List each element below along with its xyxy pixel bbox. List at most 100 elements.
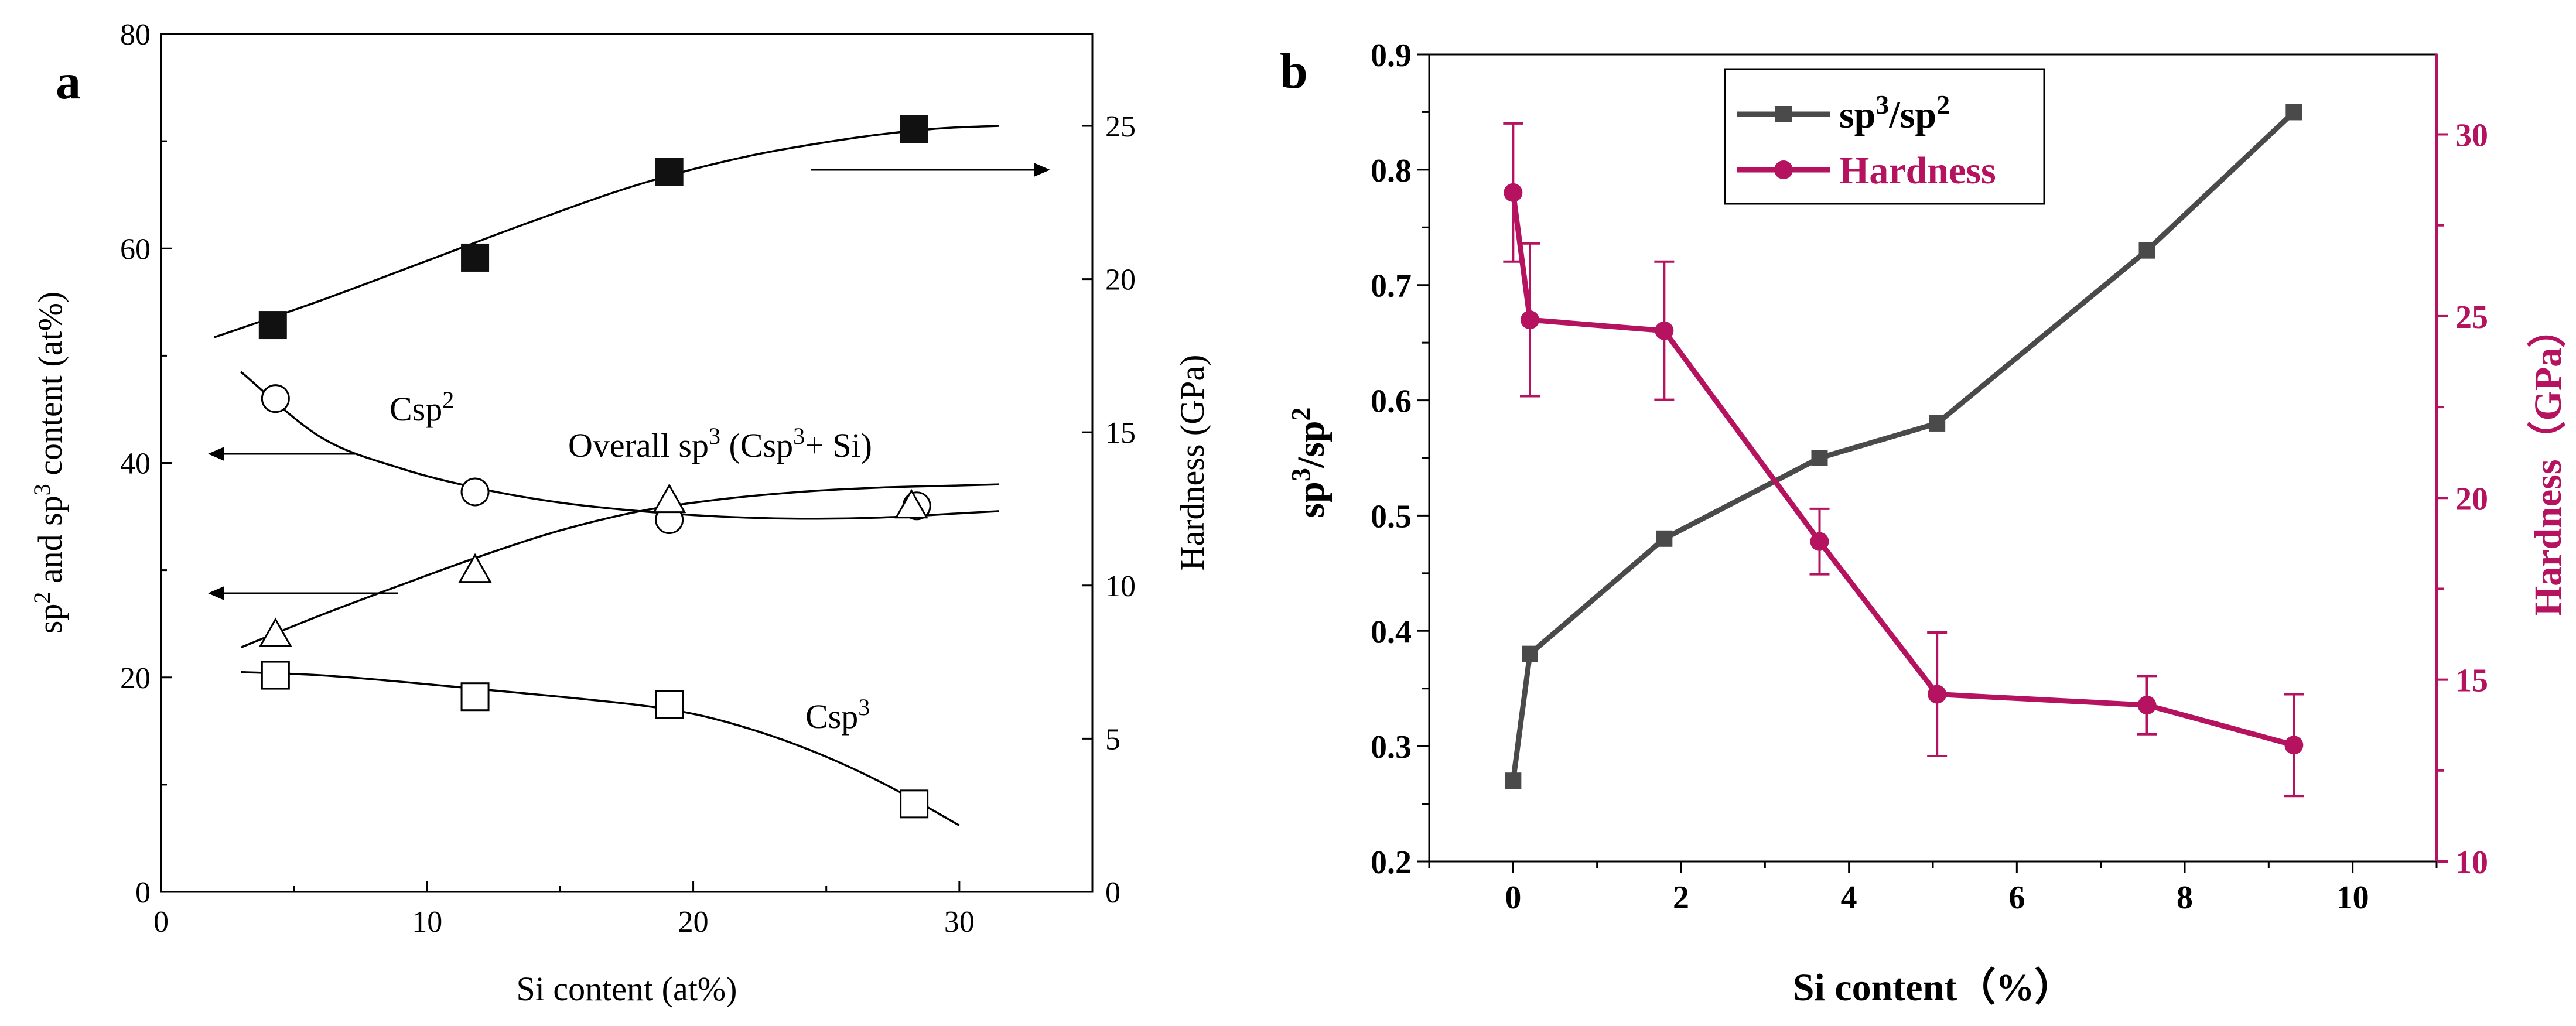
panel-a-y-right-axis-label: Hardness (GPa)	[1173, 355, 1211, 571]
panel-b-x-tick-label: 2	[1673, 880, 1689, 916]
legend-label-hardness: Hardness	[1839, 149, 1996, 192]
annotation-overall-sp3: Overall sp3 (Csp3+ Si)	[568, 423, 872, 464]
panel-a-fit-curve-2	[240, 483, 1000, 649]
panel-b-y-left-tick-label: 0.4	[1371, 614, 1412, 650]
panel-b-sp3-sp2-marker	[1929, 415, 1946, 432]
panel-b-y-right-tick-label: 25	[2455, 299, 2488, 336]
panel-a-overall-sp3-marker	[458, 553, 492, 583]
panel-b-y-left-tick-label: 0.2	[1371, 844, 1412, 881]
panel-b-chart: b 0 2 4 6 8 10 0.2 0.3 0.4 0.5 0.6 0.7 0.8 0.9 10 15 2…	[1280, 37, 2570, 1009]
panel-b-y-right-tick-label: 10	[2455, 844, 2488, 881]
panel-a-csp3-marker	[460, 682, 490, 712]
panel-a-overall-sp3-marker	[652, 483, 686, 514]
panel-b-sp3-sp2-marker	[1505, 772, 1522, 789]
panel-a-csp3-marker	[261, 661, 290, 690]
panel-b-y-left-ticks: 0.2 0.3 0.4 0.5 0.6 0.7 0.8 0.9	[1371, 37, 1429, 881]
panel-a-hardness-marker	[655, 158, 684, 186]
panel-a-y-right-tick-label: 15	[1105, 416, 1136, 450]
panel-a-y-left-axis-label: sp2 and sp3 content (at%)	[29, 292, 69, 634]
panel-a-y-right-tick-label: 0	[1105, 876, 1120, 909]
arrow-to-left-axis-csp2	[208, 447, 357, 461]
panel-b-hardness-marker	[1928, 685, 1947, 704]
panel-b-x-tick-label: 4	[1841, 880, 1857, 916]
panel-a-y-left-ticks: 0 20 40 60 80	[120, 18, 172, 909]
panel-b-x-tick-label: 8	[2177, 880, 2193, 916]
panel-a-y-left-tick-label: 80	[120, 18, 151, 52]
panel-b-y-right-tick-label: 20	[2455, 481, 2488, 517]
panel-b-y-left-tick-label: 0.3	[1371, 729, 1412, 765]
panel-a-y-left-tick-label: 40	[120, 447, 151, 481]
panel-b-y-right-tick-label: 30	[2455, 118, 2488, 154]
panel-b-y-left-tick-label: 0.7	[1371, 268, 1412, 305]
panel-a-csp3-marker	[655, 690, 684, 719]
panel-b-series	[1503, 104, 2304, 798]
panel-a-x-tick-label: 10	[412, 905, 442, 939]
panel-b-sp3-sp2-marker	[1656, 530, 1673, 547]
panel-a-csp2-marker	[460, 477, 490, 507]
panel-a-fit-curve-0	[214, 125, 1000, 338]
panel-a-y-right-tick-label: 20	[1105, 264, 1136, 297]
panel-a-markers	[258, 115, 931, 819]
panel-a-x-ticks: 0 10 20 30	[153, 881, 975, 939]
panel-b-y-left-tick-label: 0.5	[1371, 498, 1412, 535]
panel-b-hardness-marker	[1810, 532, 1829, 551]
panel-a-y-right-tick-label: 10	[1105, 570, 1136, 603]
panel-a-hardness-marker	[258, 311, 287, 340]
panel-b-sp3-sp2-marker	[1522, 645, 1538, 662]
arrow-to-right-axis	[811, 163, 1050, 177]
panel-b-y-right-ticks: 10 15 20 25 30	[2437, 118, 2488, 881]
panel-a-x-axis-label: Si content (at%)	[517, 970, 737, 1008]
panel-a-y-left-tick-label: 0	[135, 876, 151, 909]
panel-b-label: b	[1280, 43, 1308, 99]
panel-b-hardness-marker	[1504, 183, 1523, 202]
panel-a-x-tick-label: 30	[944, 905, 975, 939]
panel-a-x-tick-label: 20	[678, 905, 709, 939]
panel-a-overall-sp3-marker	[894, 488, 928, 519]
panel-b-y-left-tick-label: 0.6	[1371, 384, 1412, 420]
panel-b-x-tick-label: 6	[2008, 880, 2025, 916]
panel-b-hardness-marker	[1655, 321, 1674, 340]
panel-b-x-tick-label: 0	[1505, 880, 1521, 916]
panel-b-y-left-axis-label: sp3/sp2	[1286, 407, 1333, 518]
panel-a-fit-curves	[214, 125, 1000, 826]
panel-a-overall-sp3-marker	[258, 617, 292, 647]
panel-b-x-ticks: 0 2 4 6 8 10	[1428, 861, 2438, 916]
panel-b-y-right-axis-label: Hardness（GPa）	[2526, 309, 2570, 616]
panel-a-y-left-tick-label: 60	[120, 232, 151, 266]
legend-box	[1724, 68, 2045, 205]
panel-a-hardness-marker	[461, 243, 490, 272]
panel-b-sp3-sp2-marker	[2285, 104, 2302, 121]
panel-a-label: a	[56, 53, 81, 110]
panel-a-hardness-marker	[900, 115, 928, 143]
legend-label-sp3-sp2: sp3/sp2	[1839, 90, 1950, 136]
panel-b-hardness-line	[1510, 192, 2295, 748]
panel-a-fit-curve-3	[241, 671, 960, 826]
panel-a-y-right-tick-label: 5	[1105, 723, 1120, 756]
panel-b-sp3-sp2-line	[1510, 110, 2296, 781]
panel-a-y-right-tick-label: 25	[1105, 110, 1136, 143]
legend-marker-square	[1775, 106, 1792, 122]
arrow-to-left-axis-sp3	[208, 586, 398, 600]
annotation-csp2: Csp2	[390, 387, 454, 428]
panel-b-hardness-marker	[2137, 696, 2157, 715]
annotation-csp3: Csp3	[805, 694, 870, 736]
panel-a-csp2-marker	[261, 384, 290, 413]
legend-marker-circle	[1774, 160, 1793, 179]
panel-a-y-left-tick-label: 20	[120, 662, 151, 695]
panel-a-csp3-marker	[900, 789, 929, 819]
panel-a-fit-curve-1	[240, 371, 1000, 520]
panel-b-y-right-tick-label: 15	[2455, 663, 2488, 699]
panel-a-y-right-ticks: 0 5 10 15 20 25	[1082, 110, 1136, 909]
panel-b-sp3-sp2-marker	[1811, 450, 1828, 466]
panel-b-hardness-marker	[1521, 310, 1539, 330]
panel-b-sp3-sp2-marker	[2138, 242, 2155, 259]
panel-b-y-left-tick-label: 0.9	[1371, 37, 1412, 74]
panel-b-legend: sp3/sp2 Hardness	[1724, 68, 2045, 205]
panel-a-x-tick-label: 0	[153, 905, 169, 939]
panel-b-x-axis-label: Si content（%）	[1793, 966, 2073, 1009]
panel-b-hardness-marker	[2284, 736, 2304, 755]
panel-b-x-tick-label: 10	[2336, 880, 2369, 916]
panel-b-y-left-tick-label: 0.8	[1371, 153, 1412, 189]
panel-a-chart: a 0 10 20 30 0 20 40 60 80 0 5 10 15 20 25 Si conten…	[29, 18, 1211, 1008]
